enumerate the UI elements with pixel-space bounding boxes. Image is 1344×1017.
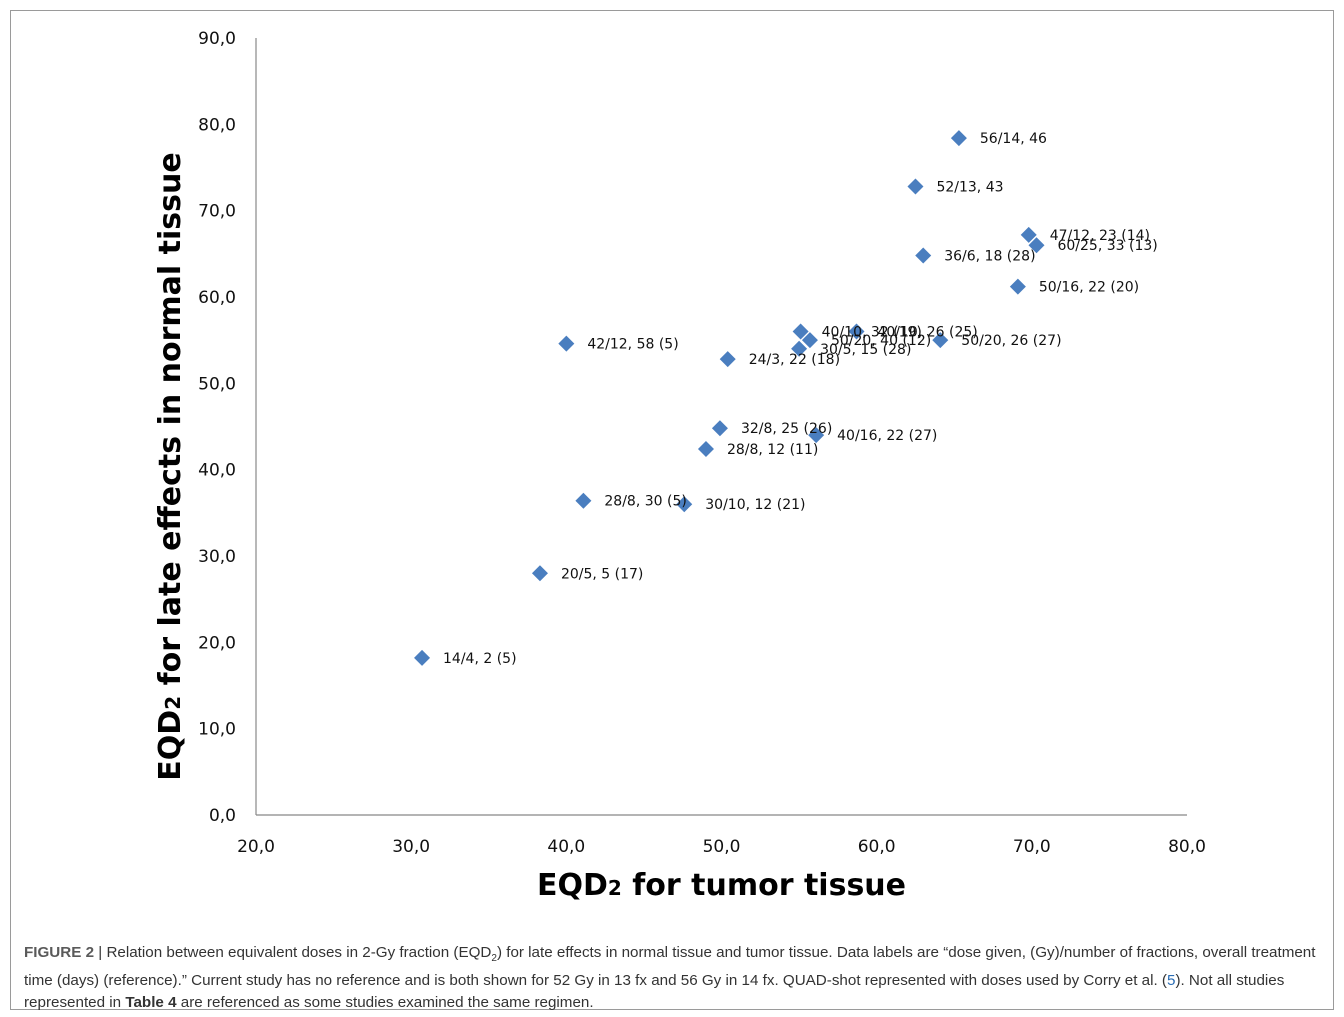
data-label: 50/20, 40 (12) — [831, 333, 931, 349]
data-labels: 14/4, 2 (5) 20/5, 5 (17) 28/8, 30 (5) 30/10… — [443, 131, 1158, 667]
data-points — [414, 130, 1045, 666]
data-point — [676, 496, 693, 513]
data-label: 50/20, 26 (27) — [961, 333, 1061, 349]
data-label: 40/10, 32 (19) — [822, 325, 922, 341]
data-label: 47/12, 23 (14) — [1050, 228, 1150, 244]
data-point — [1028, 237, 1045, 254]
data-label: 14/4, 2 (5) — [443, 651, 517, 667]
data-label: 30/5, 15 (28) — [820, 342, 911, 358]
data-point — [575, 492, 592, 509]
caption-table-reference[interactable]: Table 4 — [125, 994, 177, 1012]
y-tick-label: 70,0 — [198, 202, 236, 222]
data-label: 60/25, 33 (13) — [1057, 238, 1157, 254]
y-tick-label: 10,0 — [198, 720, 236, 740]
y-tick-label: 40,0 — [198, 461, 236, 481]
caption-text-3: ). Not all studies represented in — [24, 972, 1285, 1012]
data-point — [1009, 278, 1026, 295]
y-tick-label: 50,0 — [198, 374, 236, 394]
y-tick-label: 60,0 — [198, 288, 236, 308]
data-label: 28/8, 12 (11) — [727, 442, 818, 458]
data-label: 32/8, 25 (26) — [741, 421, 832, 437]
data-label: 20/5, 5 (17) — [561, 566, 643, 582]
caption-separator: | — [94, 944, 107, 961]
data-point — [792, 323, 809, 340]
data-point — [907, 178, 924, 195]
data-point — [711, 420, 728, 437]
data-point — [808, 427, 825, 444]
caption-text-2: ) for late effects in normal tissue and … — [24, 944, 1316, 990]
x-tick-label: 20,0 — [237, 837, 275, 857]
y-tick-label: 30,0 — [198, 547, 236, 567]
data-point — [915, 247, 932, 264]
figure-frame — [10, 10, 1334, 1010]
caption-text-4: are referenced as some studies examined … — [176, 994, 594, 1012]
data-point — [1020, 226, 1037, 243]
data-label: 52/13, 43 — [936, 179, 1003, 195]
data-point — [558, 335, 575, 352]
data-point — [414, 649, 431, 666]
data-label: 28/8, 30 (5) — [604, 494, 686, 510]
x-tick-label: 40,0 — [547, 837, 585, 857]
y-tick-label: 90,0 — [198, 29, 236, 49]
caption-subscript: 2 — [491, 953, 497, 965]
data-point — [531, 565, 548, 582]
y-tick-label: 20,0 — [198, 633, 236, 653]
data-point — [801, 332, 818, 349]
data-label: 42/12, 58 (5) — [587, 337, 678, 353]
data-label: 30/10, 12 (21) — [705, 497, 805, 513]
x-tick-label: 30,0 — [392, 837, 430, 857]
data-label: 36/6, 18 (28) — [944, 249, 1035, 265]
data-point — [950, 130, 967, 147]
x-axis-title: EQD2 for tumor tissue — [537, 868, 906, 903]
x-tick-label: 80,0 — [1168, 837, 1206, 857]
scatter-chart: 0,010,020,030,040,050,060,070,080,090,0 … — [153, 29, 1206, 903]
x-tick-label: 70,0 — [1013, 837, 1051, 857]
data-label: 24/3, 22 (18) — [749, 352, 840, 368]
figure-caption: FIGURE 2 | Relation between equivalent d… — [24, 942, 1329, 1014]
data-label: 50/16, 22 (20) — [1039, 280, 1139, 296]
data-point — [697, 440, 714, 457]
caption-reference-link[interactable]: 5 — [1166, 972, 1176, 990]
x-tick-labels: 20,0 30,0 40,0 50,0 60,0 70,0 80,0 — [237, 837, 1206, 857]
caption-tag: FIGURE 2 — [24, 944, 95, 961]
y-tick-labels: 0,0 10,0 20,0 30,0 40,0 50,0 60,0 70,0 80,0 90,0 — [198, 29, 236, 826]
y-tick-label: 80,0 — [198, 115, 236, 135]
x-tick-label: 60,0 — [858, 837, 896, 857]
x-tick-label: 50,0 — [703, 837, 741, 857]
data-label: 40/16, 22 (27) — [837, 428, 937, 444]
data-point — [932, 332, 949, 349]
data-point — [719, 351, 736, 368]
data-point — [848, 323, 865, 340]
data-label: 56/14, 46 — [980, 131, 1047, 147]
y-tick-label: 0,0 — [209, 806, 236, 826]
y-axis-title: EQD2 for late effects in normal tissue — [153, 152, 188, 780]
data-label: 40/10, 26 (25) — [877, 325, 977, 341]
caption-text-1: Relation between equivalent doses in 2-G… — [106, 944, 492, 961]
data-point — [791, 340, 808, 357]
